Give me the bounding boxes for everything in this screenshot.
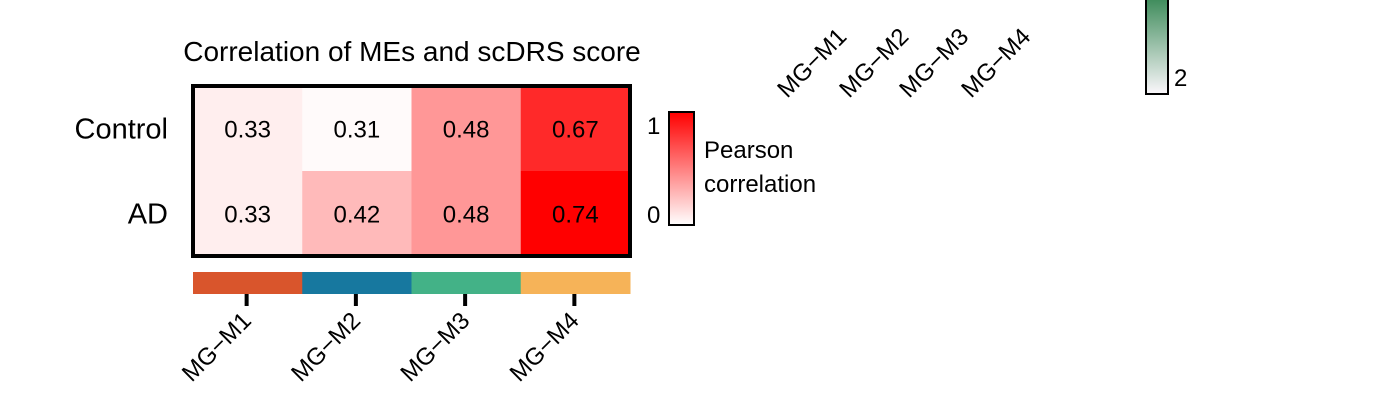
cropped-legend-tick-label: 2 [1174, 65, 1187, 92]
heatmap-cell-r1-c2 [302, 86, 412, 172]
heatmap-value-labels: 0.33 0.31 0.48 0.67 0.33 0.42 0.48 0.74 [224, 117, 598, 229]
x-tick-label-1: MG−M1 [177, 307, 257, 387]
heatmap-cell-r1-c3 [411, 86, 522, 172]
heatmap-value-r1-c1: 0.33 [224, 117, 271, 144]
heatmap-border [191, 84, 632, 258]
heatmap-cell-r1-c1 [193, 86, 303, 172]
module-color-swatch-2 [302, 272, 412, 294]
x-axis-ticks [244, 294, 577, 306]
row-label-2: AD [128, 199, 168, 231]
row-labels: Control AD [75, 114, 169, 231]
color-scale-max-label: 1 [647, 113, 660, 140]
module-color-bar [193, 272, 631, 294]
heatmap-cell-r2-c4 [520, 171, 631, 257]
color-scale-bar [668, 111, 695, 226]
heatmap-value-r2-c1: 0.33 [224, 202, 271, 229]
heatmap-cell-r2-c1 [193, 171, 303, 257]
cropped-label-4: MG−M4 [956, 23, 1036, 103]
heatmap-value-r2-c4: 0.74 [552, 202, 599, 229]
heatmap-cell-r2-c2 [302, 171, 412, 257]
color-scale-legend: 1 0 Pearson correlation [647, 111, 816, 229]
color-scale-min-label: 0 [647, 202, 660, 229]
heatmap-cell-r1-c4 [520, 86, 631, 172]
x-tick-label-4: MG−M4 [505, 307, 585, 387]
heatmap-cell-r2-c3 [411, 171, 522, 257]
color-scale-title-line1: Pearson [704, 137, 793, 164]
x-tick-label-2: MG−M2 [286, 307, 366, 387]
module-color-swatch-1 [193, 272, 303, 294]
x-tick-label-3: MG−M3 [395, 307, 475, 387]
heatmap-value-r1-c2: 0.31 [334, 117, 381, 144]
heatmap-cells [193, 86, 631, 257]
color-scale-title-line2: correlation [704, 171, 816, 198]
chart-title: Correlation of MEs and scDRS score [183, 36, 641, 67]
heatmap-value-r2-c3: 0.48 [443, 202, 490, 229]
heatmap-value-r1-c4: 0.67 [552, 117, 599, 144]
row-label-1: Control [75, 114, 169, 146]
module-color-swatch-3 [411, 272, 522, 294]
heatmap-value-r2-c2: 0.42 [334, 202, 381, 229]
heatmap-value-r1-c3: 0.48 [443, 117, 490, 144]
x-axis-tick-labels: MG−M1 MG−M2 MG−M3 MG−M4 [177, 307, 585, 387]
cropped-legend-bar [1145, 0, 1169, 95]
module-color-swatch-4 [520, 272, 631, 294]
